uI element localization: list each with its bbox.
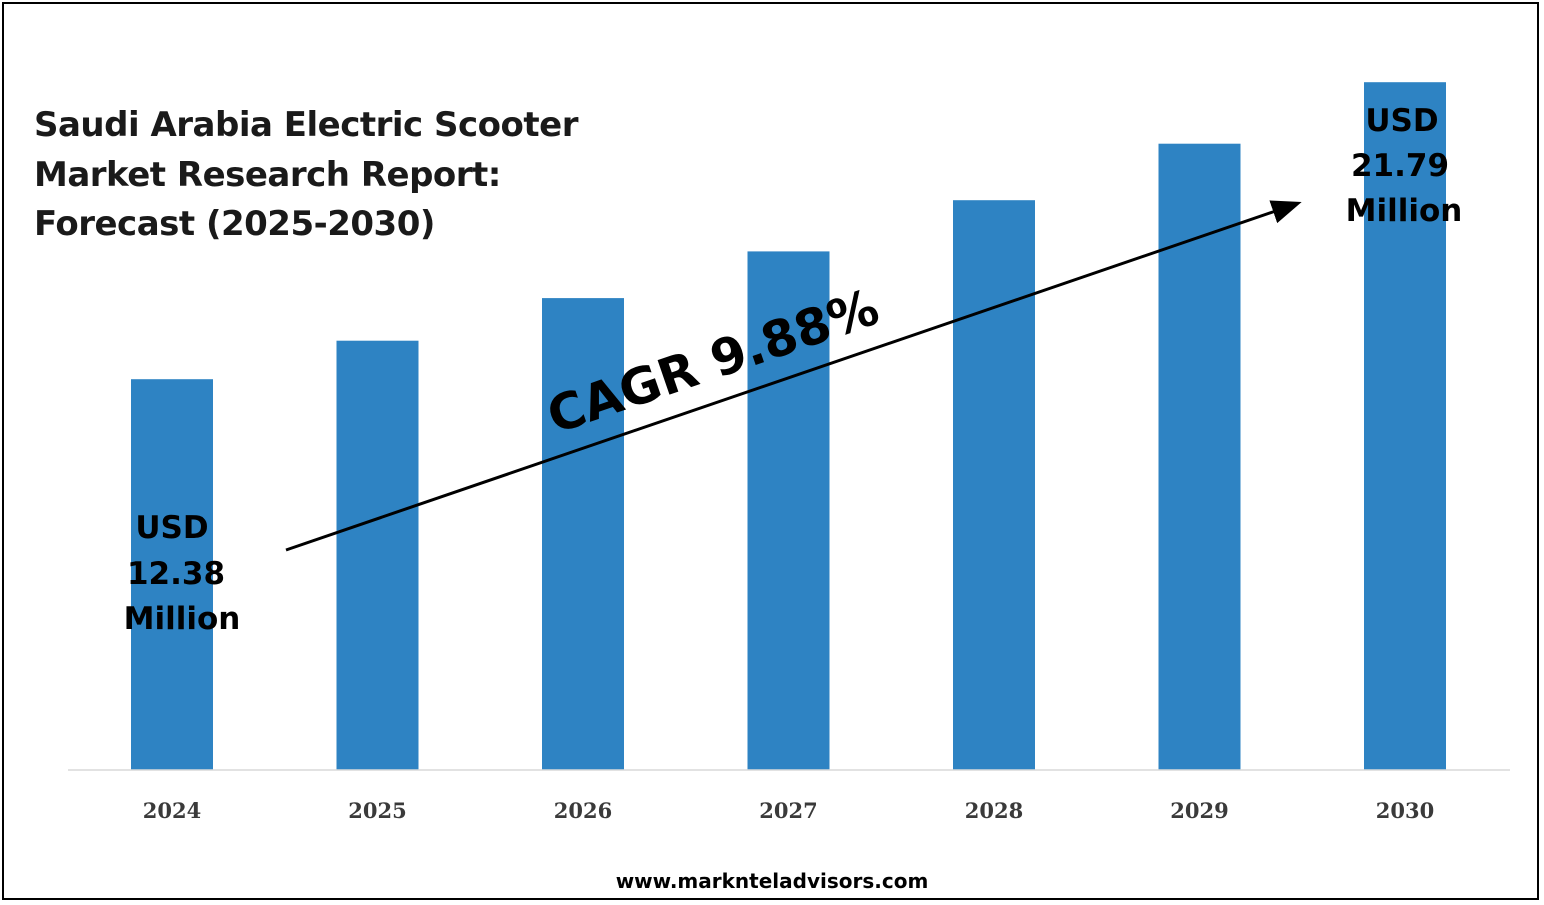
start-label-value: 12.38 bbox=[127, 556, 225, 592]
x-tick-label-2027: 2027 bbox=[759, 798, 817, 823]
end-label-value: 21.79 bbox=[1351, 148, 1449, 184]
bar-2030 bbox=[1364, 82, 1446, 770]
bar-2027 bbox=[747, 251, 830, 770]
bar-2028 bbox=[953, 200, 1035, 770]
chart-title-line-1: Saudi Arabia Electric Scooter bbox=[34, 105, 579, 145]
bar-2024 bbox=[131, 379, 213, 770]
chart-title-line-2: Market Research Report: bbox=[34, 155, 501, 195]
chart-title-line-3: Forecast (2025-2030) bbox=[34, 204, 435, 244]
end-label-unit: Million bbox=[1346, 193, 1463, 229]
end-value-label: USD 21.79 Million bbox=[1346, 103, 1463, 229]
end-label-currency: USD bbox=[1365, 103, 1438, 139]
x-tick-label-2024: 2024 bbox=[143, 798, 201, 823]
x-tick-labels: 2024 2025 2026 2027 2028 2029 2030 bbox=[143, 798, 1434, 823]
cagr-arrow bbox=[285, 200, 1302, 552]
x-tick-label-2030: 2030 bbox=[1376, 798, 1434, 823]
start-label-currency: USD bbox=[135, 510, 208, 546]
bar-2029 bbox=[1158, 143, 1241, 770]
start-value-label: USD 12.38 Million bbox=[124, 510, 241, 637]
bar-chart: Saudi Arabia Electric Scooter Market Res… bbox=[34, 82, 1510, 893]
x-tick-label-2028: 2028 bbox=[965, 798, 1023, 823]
start-label-unit: Million bbox=[124, 601, 241, 637]
x-tick-label-2026: 2026 bbox=[554, 798, 612, 823]
bar-2025 bbox=[336, 340, 419, 770]
website-footer: www.marknteladvisors.com bbox=[616, 869, 929, 893]
bar-2026 bbox=[542, 298, 624, 770]
bars-group bbox=[131, 82, 1446, 770]
x-tick-label-2029: 2029 bbox=[1170, 798, 1228, 823]
x-tick-label-2025: 2025 bbox=[348, 798, 406, 823]
